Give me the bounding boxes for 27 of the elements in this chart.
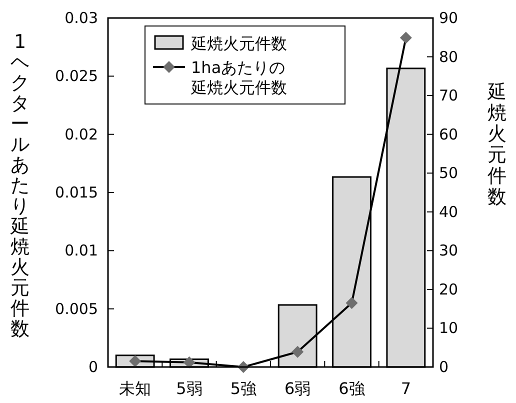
y-tick-label: 0.005 (55, 300, 98, 318)
y2-tick-label: 90 (439, 9, 458, 27)
x-tick-label: 5強 (230, 379, 257, 398)
y2-tick-label: 40 (439, 202, 458, 221)
y2-tick-label: 30 (439, 242, 458, 260)
y2-tick-label: 80 (439, 48, 458, 66)
y2-axis-title: 延焼火元件数 (486, 81, 506, 208)
x-tick-label: 7 (400, 379, 412, 398)
y-tick-label: 0.015 (55, 184, 98, 202)
y2-tick-label: 70 (439, 86, 458, 105)
y2-tick-label: 60 (439, 125, 458, 144)
y-tick-label: 0.01 (64, 242, 98, 260)
legend-label: 延焼火元件数 (190, 34, 287, 53)
text: 1ヘクタールあたり延焼火元件数 (10, 31, 30, 340)
y-tick-label: 0.02 (64, 125, 98, 144)
y2-tick-label: 20 (439, 280, 458, 298)
x-tick-label: 6強 (338, 379, 365, 398)
y-tick-label: 0 (88, 358, 98, 376)
x-tick-label: 未知 (119, 379, 152, 398)
x-tick-label: 5弱 (176, 379, 202, 398)
y-tick-label: 0.025 (55, 67, 98, 86)
y2-tick-label: 50 (439, 164, 458, 182)
y2-tick-label: 0 (439, 358, 449, 376)
legend-label: 1haあたりの延焼火元件数 (190, 58, 287, 97)
y-tick-label: 0.03 (64, 9, 98, 27)
y2-tick-label: 10 (439, 319, 458, 338)
x-tick-label: 6弱 (284, 379, 311, 398)
